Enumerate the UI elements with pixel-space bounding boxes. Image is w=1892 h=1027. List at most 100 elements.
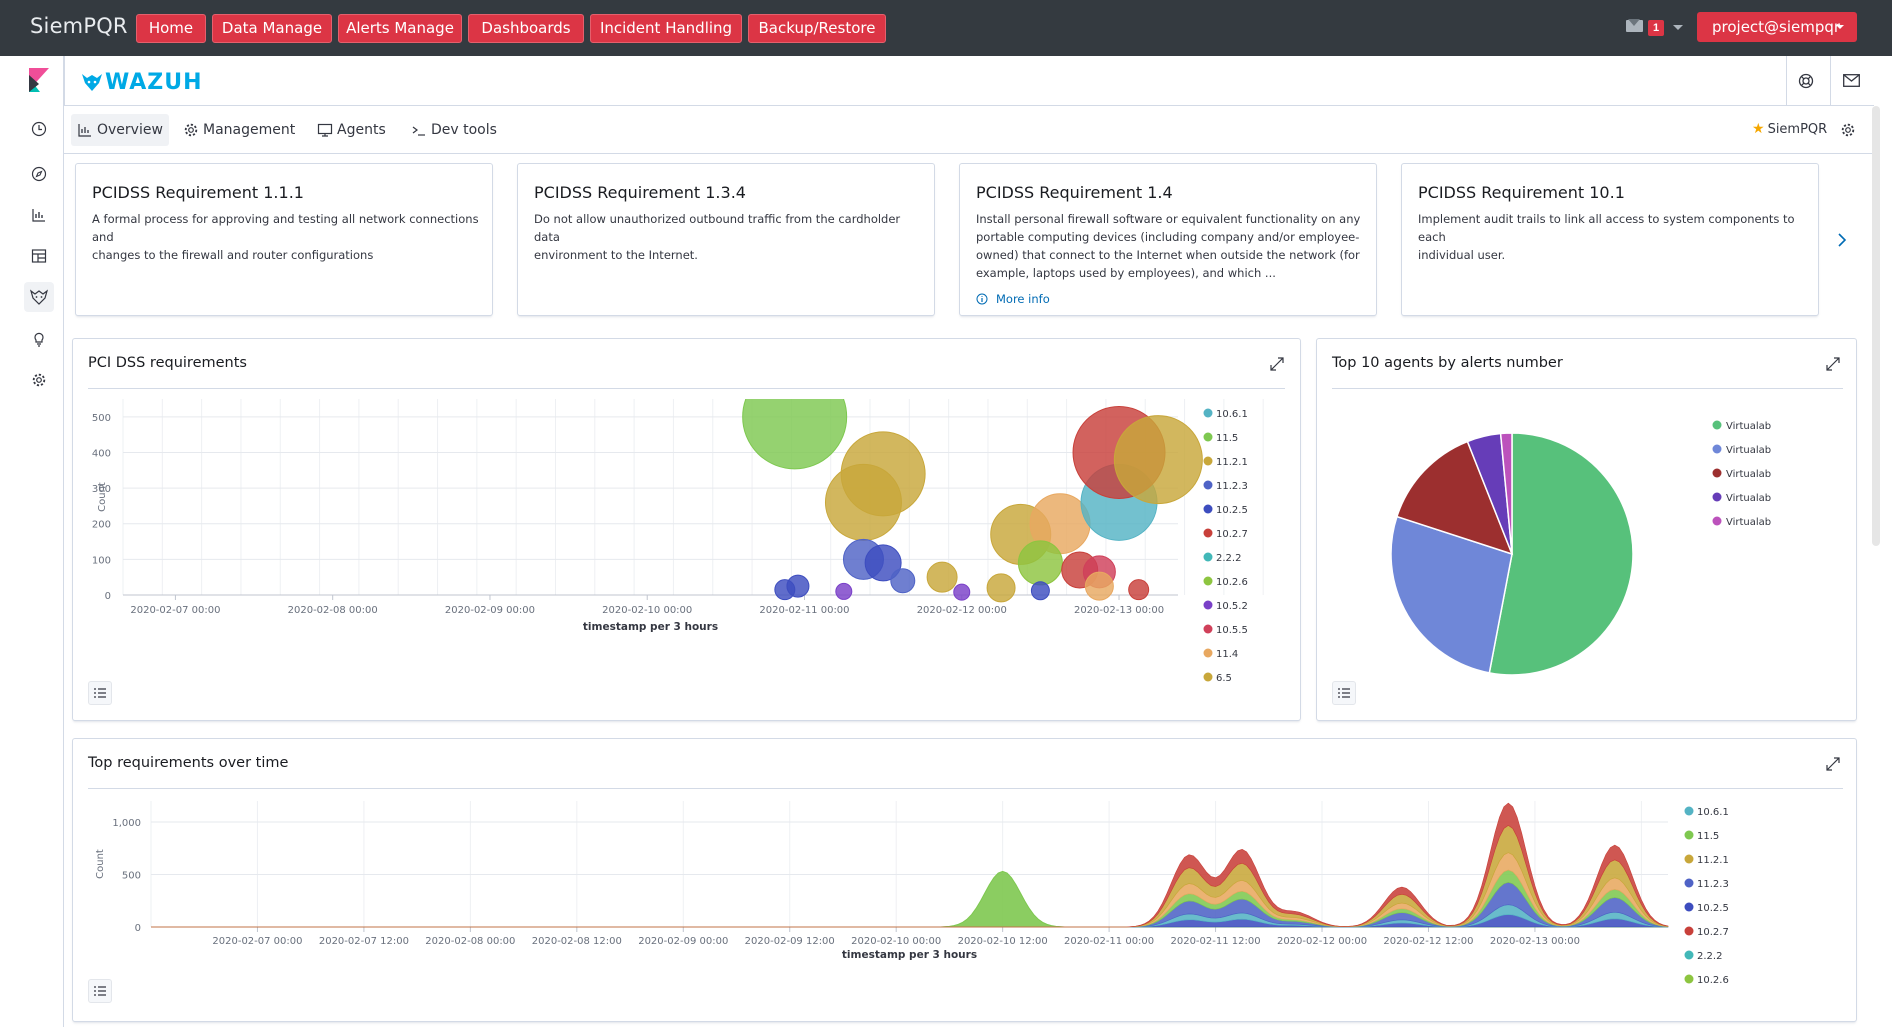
legend-label: 2.2.2 [1216, 553, 1241, 564]
side-nav [0, 56, 64, 1027]
area-chart: 0 500 1,000 2020-02-07 00:00 2020-02-07 12:0… [95, 801, 1729, 986]
y-tick-label: 500 [122, 871, 141, 882]
y-tick-label: 400 [92, 448, 111, 459]
carousel-next-chevron-icon[interactable] [1836, 232, 1848, 248]
area-series [151, 870, 1668, 928]
y-tick-label: 0 [105, 591, 111, 602]
legend-label: 11.5 [1216, 433, 1238, 444]
legend-label: Virtualab [1726, 445, 1771, 456]
list-icon [94, 986, 106, 996]
nav-incident-handling-button[interactable]: Incident Handling [590, 14, 742, 43]
legend-label: Virtualab [1726, 517, 1771, 528]
requirement-title: PCIDSS Requirement 1.4 [976, 183, 1173, 202]
legend-label: 10.5.5 [1216, 625, 1248, 636]
legend-swatch [1203, 504, 1213, 514]
nav-backup-restore-button[interactable]: Backup/Restore [748, 14, 886, 43]
x-tick-label: 2020-02-08 12:00 [532, 936, 622, 947]
bubble-point [986, 573, 1016, 603]
x-tick-label: 2020-02-10 00:00 [851, 936, 941, 947]
y-tick-label: 100 [92, 555, 111, 566]
nav-dashboards-button[interactable]: Dashboards [468, 14, 584, 43]
brand-name[interactable]: SiemPQR [30, 14, 128, 38]
pie-slice [1390, 515, 1513, 674]
tab-agents[interactable]: Agents [311, 114, 392, 146]
x-tick-label: 2020-02-08 00:00 [425, 936, 515, 947]
tab-agents-label: Agents [337, 122, 386, 138]
bubble-point [953, 583, 971, 601]
devtools-bulb-icon[interactable] [24, 324, 54, 354]
legend-label: 11.5 [1697, 831, 1719, 842]
x-tick-label: 2020-02-11 00:00 [1064, 936, 1154, 947]
legend-swatch [1203, 528, 1213, 538]
recently-viewed-icon[interactable] [24, 114, 54, 144]
requirement-card[interactable]: PCIDSS Requirement 1.4 Install personal … [959, 163, 1377, 316]
requirement-title: PCIDSS Requirement 10.1 [1418, 183, 1625, 202]
description-line: owned) that connect to the Internet when… [976, 248, 1360, 262]
x-tick-label: 2020-02-13 00:00 [1490, 936, 1580, 947]
nav-home-button[interactable]: Home [136, 14, 206, 43]
description-line: environment to the Internet. [534, 248, 698, 262]
more-info-link[interactable]: More info [976, 292, 1050, 306]
requirement-title: PCIDSS Requirement 1.1.1 [92, 183, 304, 202]
wazuh-logo[interactable]: WAZUH [81, 70, 203, 95]
nav-data-manage-button[interactable]: Data Manage [212, 14, 332, 43]
legend-label: Virtualab [1726, 421, 1771, 432]
pie-slice [1499, 432, 1513, 555]
tab-overview[interactable]: Overview [71, 114, 169, 146]
management-gear-icon[interactable] [24, 365, 54, 395]
y-axis-label: Count [95, 849, 106, 879]
bubble-point [1128, 579, 1150, 601]
legend-toggle-button[interactable] [1332, 681, 1356, 705]
description-line: changes to the firewall and router confi… [92, 248, 374, 262]
kibana-logo-icon[interactable] [29, 68, 49, 92]
mail-icon[interactable] [1843, 74, 1860, 87]
nav-alerts-manage-button[interactable]: Alerts Manage [338, 14, 462, 43]
x-tick-label: 2020-02-08 00:00 [288, 605, 378, 616]
wazuh-app-icon[interactable] [24, 282, 54, 312]
requirement-card[interactable]: PCIDSS Requirement 1.1.1 A formal proces… [75, 163, 493, 316]
pci-dss-panel: PCI DSS requirements 0 100 200 300 400 500 202… [72, 338, 1301, 721]
settings-gear-icon[interactable] [1840, 122, 1856, 138]
bubble-point [786, 574, 810, 598]
dashboard-icon[interactable] [24, 241, 54, 271]
page-scrollbar[interactable] [1872, 106, 1880, 546]
legend-label: 10.2.7 [1697, 927, 1729, 938]
legend-toggle-button[interactable] [88, 979, 112, 1003]
visualize-icon[interactable] [24, 200, 54, 230]
fullscreen-expand-icon[interactable] [1269, 356, 1285, 372]
chevron-down-icon[interactable] [1673, 25, 1683, 30]
tab-dev-tools-label: Dev tools [431, 122, 497, 138]
description-line: example, laptops used by employees), and… [976, 266, 1276, 280]
requirement-card[interactable]: PCIDSS Requirement 10.1 Implement audit … [1401, 163, 1819, 316]
area-series [151, 869, 1669, 928]
legend-label: 11.2.3 [1216, 481, 1248, 492]
legend-swatch [1684, 926, 1694, 936]
legend-swatch [1712, 420, 1722, 430]
requirement-card[interactable]: PCIDSS Requirement 1.3.4 Do not allow un… [517, 163, 935, 316]
help-lifebuoy-icon[interactable] [1798, 73, 1814, 89]
fullscreen-expand-icon[interactable] [1825, 356, 1841, 372]
user-menu-button[interactable]: project@siempqr [1697, 12, 1857, 42]
list-icon [94, 688, 106, 698]
discover-compass-icon[interactable] [24, 159, 54, 189]
app-tabs-bar: Overview Management Agents Dev tools ★ S… [64, 106, 1874, 154]
description-line: portable computing devices (including co… [976, 230, 1360, 244]
favorite-pattern[interactable]: ★ SiemPQR [1752, 121, 1827, 137]
y-tick-label: 300 [92, 484, 111, 495]
legend-label: Virtualab [1726, 493, 1771, 504]
description-line: Install personal firewall software or eq… [976, 212, 1361, 226]
legend-toggle-button[interactable] [88, 681, 112, 705]
x-tick-label: 2020-02-12 00:00 [917, 605, 1007, 616]
tab-dev-tools[interactable]: Dev tools [405, 114, 503, 146]
legend-swatch [1203, 480, 1213, 490]
requirements-over-time-panel: Top requirements over time 0 500 1,000 2020… [72, 738, 1857, 1022]
tab-management[interactable]: Management [177, 114, 301, 146]
x-tick-label: 2020-02-09 00:00 [445, 605, 535, 616]
bubble-point [890, 568, 916, 594]
top-navbar: SiemPQR Home Data Manage Alerts Manage D… [0, 0, 1892, 56]
mail-icon[interactable] [1626, 19, 1643, 32]
legend-label: 11.2.1 [1216, 457, 1248, 468]
fullscreen-expand-icon[interactable] [1825, 756, 1841, 772]
pie-chart: Virtualab Virtualab Virtualab Virtualab Virt… [1390, 420, 1771, 676]
legend-label: Virtualab [1726, 469, 1771, 480]
